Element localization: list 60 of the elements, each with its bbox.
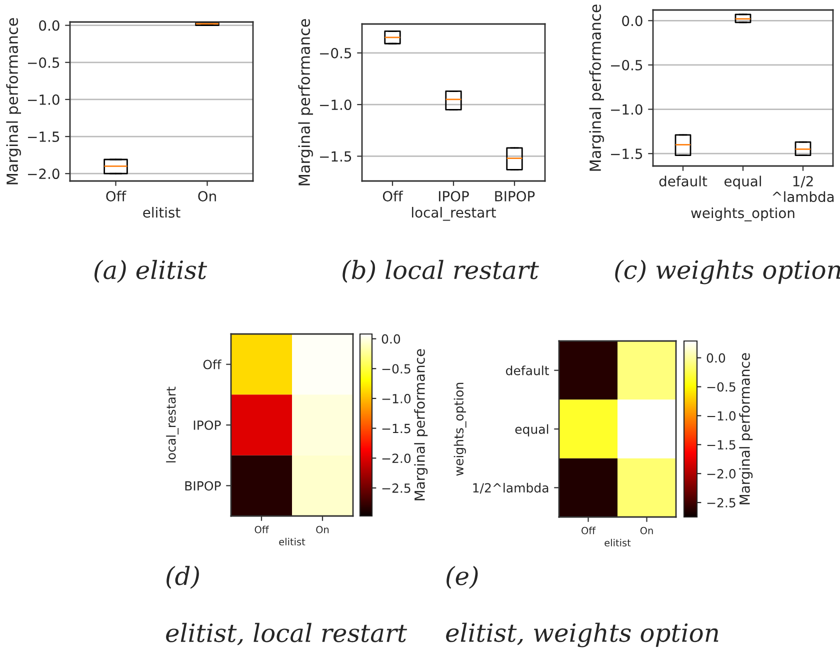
- x-axis-title: elitist: [143, 206, 180, 218]
- color-bar-label: −1.0: [707, 411, 736, 421]
- y-tick-label: −2.0: [28, 168, 60, 180]
- y-tick-label: default: [506, 366, 549, 376]
- text: (a) elitist: [94, 260, 208, 283]
- y-tick-label: −1.5: [320, 151, 352, 162]
- y-axis-title: Marginal performance: [6, 18, 21, 184]
- color-bar-label: −0.5: [707, 382, 736, 392]
- color-bar-label: −1.5: [382, 424, 410, 434]
- text: (e): [446, 566, 478, 589]
- y-axis-title: Marginal performance: [298, 19, 313, 186]
- text: elitist, local restart: [166, 622, 408, 646]
- color-bar-label: −0.5: [382, 364, 410, 374]
- y-tick-label: 0.0: [39, 20, 60, 31]
- color-bar-label: −2.5: [382, 483, 410, 493]
- y-tick-label: −1.5: [611, 148, 642, 160]
- y-axis-title: weights_option: [454, 382, 466, 476]
- color-bar-label: −2.0: [707, 469, 736, 479]
- y-tick-label: equal: [515, 424, 548, 436]
- color-bar-title: Marginal performance: [739, 353, 753, 504]
- y-tick-label: −1.5: [28, 132, 60, 142]
- text: (d): [166, 566, 199, 589]
- y-tick-label: −1.0: [611, 104, 642, 115]
- x-tick-label: Off: [254, 526, 269, 534]
- y-tick-label: −0.5: [320, 48, 352, 58]
- y-tick-label: −0.5: [611, 60, 642, 70]
- y-tick-label: −1.0: [320, 100, 352, 110]
- x-tick-label: IPOP: [438, 190, 469, 202]
- x-tick-label: equal: [724, 176, 761, 190]
- text: elitist, weights option: [446, 622, 718, 648]
- x-tick-label: default: [659, 176, 708, 186]
- x-tick-label: Off: [106, 190, 126, 202]
- text: (b) local restart: [342, 260, 539, 283]
- color-bar-label: 0.0: [706, 353, 726, 363]
- y-axis-title: local_restart: [166, 386, 179, 462]
- color-bar-label: −2.5: [707, 498, 736, 508]
- y-tick-label: Off: [203, 360, 222, 370]
- x-axis-title: elitist: [604, 538, 631, 546]
- y-tick-label: 0.0: [622, 16, 642, 26]
- color-bar-label: 0.0: [382, 334, 400, 344]
- x-axis-title: elitist: [279, 538, 306, 546]
- color-bar-label: −1.0: [382, 394, 411, 404]
- x-tick-label: 1/2 ^lambda: [772, 176, 834, 202]
- x-tick-label: Off: [382, 190, 404, 202]
- y-tick-label: 1/2^lambda: [473, 482, 548, 494]
- x-tick-label: Off: [582, 526, 596, 534]
- y-tick-label: −0.5: [28, 57, 60, 68]
- color-bar-label: −1.5: [707, 440, 736, 450]
- y-tick-label: BIPOP: [185, 481, 221, 491]
- x-tick-label: BIPOP: [495, 190, 535, 202]
- x-axis-title: local_restart: [412, 206, 496, 221]
- x-tick-label: On: [198, 190, 216, 202]
- y-tick-label: −1.0: [28, 94, 60, 105]
- color-bar-label: −2.0: [382, 454, 411, 464]
- x-tick-label: On: [316, 526, 329, 534]
- x-tick-label: On: [640, 526, 653, 534]
- x-axis-title: weights_option: [691, 207, 794, 222]
- y-axis-title: Marginal performance: [589, 4, 604, 171]
- y-tick-label: IPOP: [194, 420, 221, 430]
- color-bar-title: Marginal performance: [414, 349, 428, 500]
